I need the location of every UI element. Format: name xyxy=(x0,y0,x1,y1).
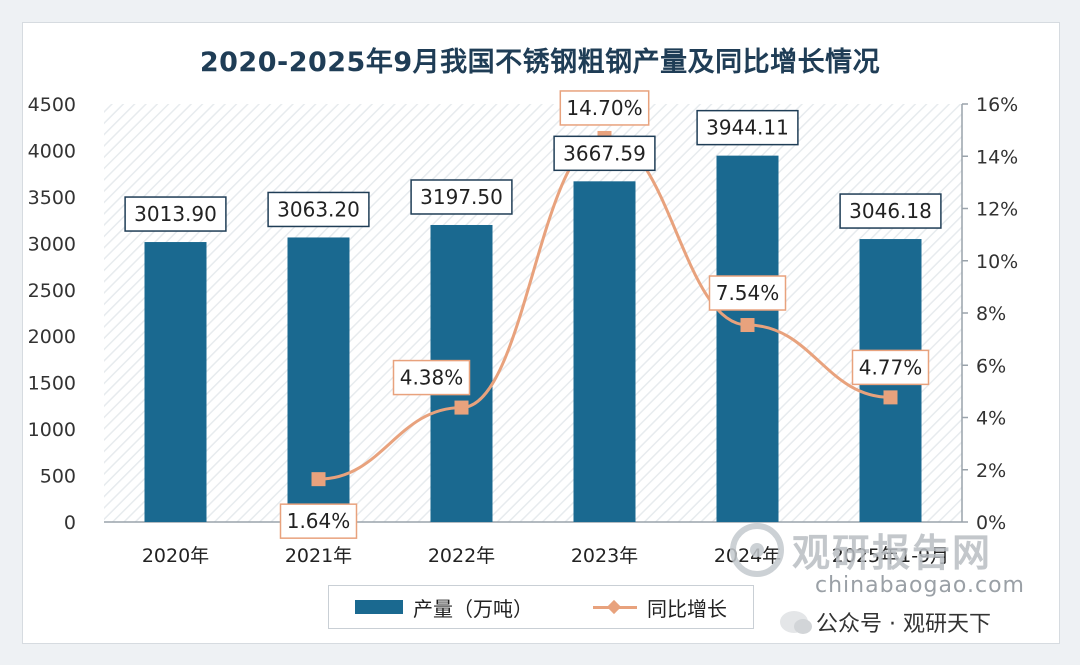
right-tick-label: 10% xyxy=(976,251,1018,273)
watermark-logo: 观研报告网 xyxy=(730,522,992,577)
growth-value-label: 14.70% xyxy=(566,96,642,120)
bar-value-label-box xyxy=(839,193,942,229)
growth-value-label: 7.54% xyxy=(716,281,780,305)
legend-item-production[interactable]: 产量（万吨） xyxy=(355,593,533,622)
bar-value-label: 3667.59 xyxy=(563,141,646,165)
right-tick-label: 2% xyxy=(976,460,1006,482)
legend-label-production: 产量（万吨） xyxy=(413,596,533,621)
bar-production[interactable] xyxy=(144,242,207,522)
right-tick-label: 0% xyxy=(976,512,1006,534)
plot-area-background xyxy=(104,104,962,522)
data-labels-layer: 3013.90 3063.20 3197.50 3667.59 3944.11 3046.… xyxy=(124,90,942,539)
watermark-brand: 观研报告网 xyxy=(792,531,993,575)
left-tick-label: 4000 xyxy=(28,140,76,162)
bar-value-label-box xyxy=(267,191,370,228)
bar-value-label: 3197.50 xyxy=(420,185,503,209)
left-tick-label: 2500 xyxy=(28,280,76,302)
right-tick-label: 4% xyxy=(976,408,1006,430)
left-tick-label: 0 xyxy=(64,512,76,534)
chart-title: 2020-2025年9月我国不锈钢粗钢产量及同比增长情况 xyxy=(199,47,881,78)
growth-marker[interactable] xyxy=(454,400,469,415)
legend-label-growth: 同比增长 xyxy=(647,596,727,621)
left-tick-label: 1500 xyxy=(28,373,76,395)
growth-value-label-box xyxy=(851,349,930,386)
legend-swatch-bar xyxy=(355,600,403,614)
growth-value-label-box xyxy=(559,90,650,126)
growth-marker[interactable] xyxy=(740,318,755,333)
watermark-url: chinabaogao.com xyxy=(815,573,1025,598)
bar-value-label: 3063.20 xyxy=(277,197,360,221)
bar-value-label: 3046.18 xyxy=(849,199,932,223)
growth-value-label-box xyxy=(392,359,471,396)
bar-value-label-box xyxy=(124,196,227,232)
growth-value-label: 1.64% xyxy=(287,509,351,533)
bar-value-label-box xyxy=(553,135,656,172)
x-tick-label: 2020年 xyxy=(142,545,209,567)
growth-value-label-box xyxy=(279,503,358,539)
wechat-badge: 公众号 · 观研天下 xyxy=(780,606,991,638)
growth-value-label: 4.38% xyxy=(400,366,464,390)
growth-value-label-box xyxy=(708,275,787,311)
bar-value-label: 3013.90 xyxy=(134,202,217,226)
bar-production[interactable] xyxy=(573,181,636,522)
growth-marker[interactable] xyxy=(311,472,326,487)
bar-production[interactable] xyxy=(716,155,779,523)
bar-value-label-box xyxy=(696,109,799,146)
x-tick-label: 2022年 xyxy=(428,545,495,567)
left-tick-label: 4500 xyxy=(28,94,76,116)
legend-item-growth[interactable]: 同比增长 xyxy=(593,593,727,622)
right-tick-label: 12% xyxy=(976,199,1018,221)
legend-swatch-line xyxy=(593,600,637,614)
wechat-icon xyxy=(780,611,812,634)
right-tick-label: 6% xyxy=(976,355,1006,377)
left-tick-label: 1000 xyxy=(28,419,76,441)
wechat-text: 公众号 · 观研天下 xyxy=(816,612,991,637)
x-tick-label: 2021年 xyxy=(285,545,352,567)
growth-marker[interactable] xyxy=(883,390,898,405)
right-tick-label: 16% xyxy=(976,94,1018,116)
right-tick-label: 14% xyxy=(976,146,1018,168)
bar-value-label: 3944.11 xyxy=(706,116,789,140)
x-tick-label: 2025年1-9月 xyxy=(832,545,949,567)
left-tick-label: 2000 xyxy=(28,326,76,348)
right-tick-label: 8% xyxy=(976,303,1006,325)
watermark-logo-icon xyxy=(730,522,784,577)
left-tick-label: 3500 xyxy=(28,187,76,209)
bar-value-label-box xyxy=(410,179,513,215)
growth-value-label: 4.77% xyxy=(859,355,923,379)
x-tick-label: 2023年 xyxy=(571,545,638,567)
legend: 产量（万吨） 同比增长 xyxy=(328,585,754,629)
left-tick-label: 500 xyxy=(40,466,76,488)
left-tick-label: 3000 xyxy=(28,233,76,255)
